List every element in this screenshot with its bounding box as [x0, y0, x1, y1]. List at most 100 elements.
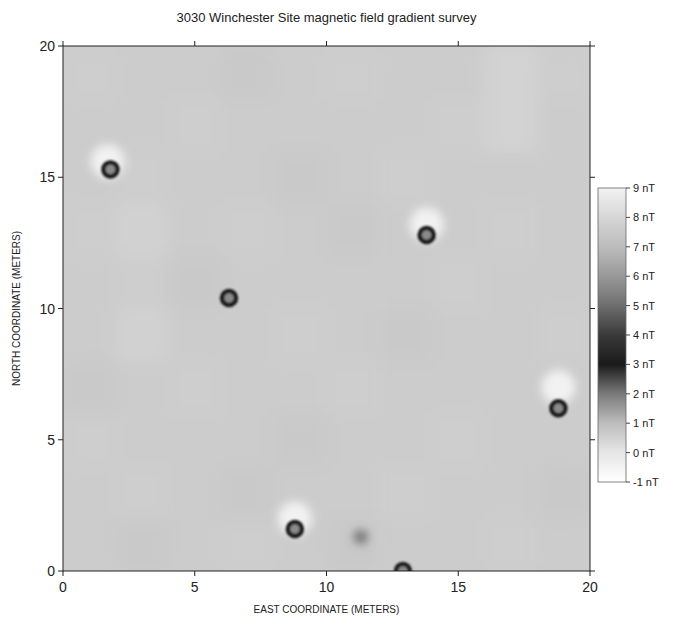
cell [537, 414, 590, 467]
x-tick-label: 15 [450, 579, 466, 595]
cell [485, 361, 538, 414]
x-tick [194, 571, 195, 576]
cell [221, 204, 274, 257]
cell [168, 466, 221, 519]
colorbar-tick-label: 7 nT [633, 241, 655, 253]
anomaly [551, 401, 565, 415]
y-tick-right [590, 308, 595, 309]
colorbar-tick-label: 1 nT [633, 417, 655, 429]
y-tick-label: 15 [39, 169, 55, 185]
cell [168, 414, 221, 467]
y-tick [58, 308, 63, 309]
cell [274, 204, 327, 257]
cell [485, 256, 538, 309]
colorbar-tick [626, 217, 630, 218]
cell [432, 309, 485, 362]
anomaly [396, 564, 410, 571]
cell [221, 46, 274, 99]
colorbar-tick [626, 452, 630, 453]
cell [537, 466, 590, 519]
anomaly [288, 522, 302, 536]
colorbar-tick [626, 305, 630, 306]
cell [485, 414, 538, 467]
y-tick-right [590, 46, 595, 47]
cell [485, 309, 538, 362]
halo [91, 145, 125, 179]
cell [63, 466, 116, 519]
cell [327, 256, 380, 309]
x-tick [590, 571, 591, 576]
cell [63, 99, 116, 152]
y-tick [58, 571, 63, 572]
colorbar-tick [626, 364, 630, 365]
cell [379, 361, 432, 414]
cell [116, 46, 169, 99]
cell [537, 99, 590, 152]
cell [327, 46, 380, 99]
cell [327, 99, 380, 152]
anomaly [103, 162, 117, 176]
cell [432, 466, 485, 519]
cell [116, 99, 169, 152]
x-tick-top [194, 41, 195, 46]
cell [485, 46, 538, 99]
colorbar-tick [626, 423, 630, 424]
colorbar-tick [626, 482, 630, 483]
y-tick-label: 0 [47, 563, 55, 579]
colorbar-tick-label: 2 nT [633, 388, 655, 400]
y-tick-label: 10 [39, 301, 55, 317]
colorbar-tick-label: 0 nT [633, 447, 655, 459]
cell [63, 361, 116, 414]
cell [221, 361, 274, 414]
cell [221, 414, 274, 467]
x-tick-label: 10 [319, 579, 335, 595]
colorbar-tick-label: 5 nT [633, 300, 655, 312]
cell [379, 466, 432, 519]
cell [221, 99, 274, 152]
cell [116, 309, 169, 362]
cell [274, 99, 327, 152]
cell [432, 361, 485, 414]
anomalies [91, 145, 576, 572]
cell [116, 466, 169, 519]
y-tick-label: 5 [47, 432, 55, 448]
colorbar [598, 188, 626, 482]
cell [379, 99, 432, 152]
cell [168, 519, 221, 572]
colorbar-tick [626, 335, 630, 336]
cell [327, 414, 380, 467]
x-axis-title: EAST COORDINATE (METERS) [254, 604, 400, 615]
cell [537, 519, 590, 572]
cell [537, 309, 590, 362]
chart: 3030 Winchester Site magnetic field grad… [0, 0, 696, 626]
cell [537, 256, 590, 309]
cell [116, 361, 169, 414]
cell [327, 519, 380, 572]
cell [168, 256, 221, 309]
cell [221, 256, 274, 309]
cell [379, 46, 432, 99]
cell [537, 204, 590, 257]
cell [432, 414, 485, 467]
halo [410, 208, 444, 242]
anomaly [222, 291, 236, 305]
cell [432, 151, 485, 204]
colorbar-tick [626, 246, 630, 247]
cell [221, 309, 274, 362]
cell [63, 204, 116, 257]
plot-area [63, 46, 590, 571]
cell [63, 414, 116, 467]
cell [274, 256, 327, 309]
colorbar-tick-label: 6 nT [633, 270, 655, 282]
y-tick-right [590, 571, 595, 572]
colorbar-tick [626, 276, 630, 277]
cell [327, 204, 380, 257]
colorbar-tick [626, 188, 630, 189]
cell [485, 99, 538, 152]
cell [432, 99, 485, 152]
cell [116, 256, 169, 309]
x-tick-label: 0 [59, 579, 67, 595]
x-tick-label: 20 [582, 579, 598, 595]
anomaly [354, 530, 368, 544]
halo [278, 502, 312, 536]
